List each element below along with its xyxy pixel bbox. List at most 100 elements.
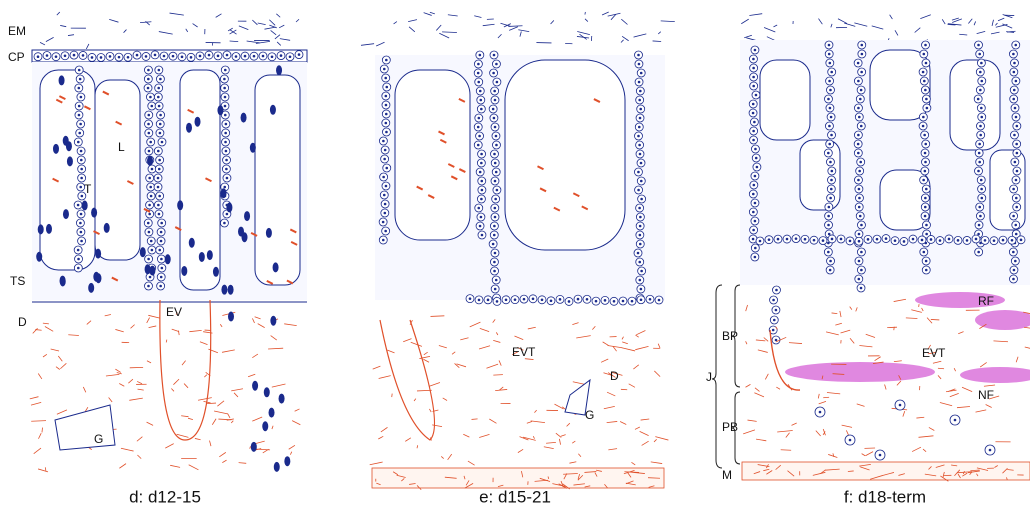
stroke <box>499 360 501 365</box>
lacuna <box>505 60 625 250</box>
stroke <box>45 467 46 470</box>
stroke <box>827 392 840 393</box>
nucleus <box>384 149 387 152</box>
nucleus <box>857 134 860 137</box>
stroke <box>439 33 449 38</box>
nucleus <box>795 237 798 240</box>
nucleus <box>382 176 385 179</box>
nucleus <box>966 239 969 242</box>
nucleus <box>224 105 227 108</box>
label: L <box>118 140 125 154</box>
stroke <box>835 323 842 325</box>
nucleus <box>639 279 642 282</box>
stroke <box>483 24 495 25</box>
nucleus <box>270 316 276 326</box>
nucleus <box>752 229 755 232</box>
stroke <box>109 397 113 402</box>
stroke <box>189 330 201 331</box>
nucleus <box>754 256 757 259</box>
nucleus <box>754 220 757 223</box>
nucleus <box>154 54 157 57</box>
nucleus <box>495 63 498 66</box>
caption: d: d12-15 <box>129 487 201 506</box>
nucleus <box>495 279 498 282</box>
vessel <box>160 300 211 440</box>
lacuna <box>760 60 810 140</box>
stroke <box>403 339 411 342</box>
nucleus <box>385 131 388 134</box>
stroke <box>984 385 995 386</box>
stroke <box>119 383 124 386</box>
nucleus <box>505 299 508 302</box>
nucleus <box>147 123 150 126</box>
nucleus <box>384 230 387 233</box>
stroke <box>137 455 141 459</box>
nucleus <box>228 312 234 322</box>
nucleus <box>477 72 480 75</box>
nucleus <box>160 222 163 225</box>
stroke <box>115 329 123 331</box>
nucleus <box>150 240 153 243</box>
nucleus <box>977 251 980 254</box>
nucleus <box>289 55 292 58</box>
nucleus <box>829 107 832 110</box>
nucleus <box>980 80 983 83</box>
nucleus <box>271 55 274 58</box>
nucleus <box>980 107 983 110</box>
nucleus <box>280 54 283 57</box>
stroke <box>394 22 397 24</box>
stroke <box>765 374 768 380</box>
nucleus <box>925 260 928 263</box>
stroke <box>980 362 987 367</box>
nucleus <box>768 238 771 241</box>
stroke <box>43 354 47 357</box>
nucleus <box>640 198 643 201</box>
nucleus <box>1016 152 1019 155</box>
stroke <box>188 418 193 419</box>
lacuna <box>395 70 470 240</box>
nucleus <box>77 267 80 270</box>
nucleus <box>978 53 981 56</box>
nucleus <box>640 288 643 291</box>
nucleus <box>80 150 83 153</box>
nucleus <box>639 216 642 219</box>
stroke <box>1007 31 1016 32</box>
stroke <box>159 32 173 35</box>
nucleus <box>228 285 234 295</box>
stroke <box>544 447 554 449</box>
stroke <box>289 445 295 449</box>
stroke <box>906 318 918 319</box>
stroke <box>474 16 481 18</box>
stroke <box>828 454 837 457</box>
stroke <box>518 449 523 452</box>
nucleus <box>637 189 640 192</box>
nucleus <box>827 98 830 101</box>
stroke <box>635 346 648 349</box>
stroke <box>448 454 452 460</box>
nucleus <box>80 240 83 243</box>
stroke <box>758 350 768 353</box>
stroke <box>279 25 284 28</box>
stroke <box>567 423 570 426</box>
stroke <box>819 401 826 403</box>
stroke <box>604 406 615 408</box>
nucleus <box>638 126 641 129</box>
nucleus <box>1015 80 1018 83</box>
nucleus <box>384 77 387 80</box>
stroke <box>919 436 934 437</box>
nucleus <box>777 238 780 241</box>
stroke <box>252 318 254 323</box>
nucleus <box>158 105 161 108</box>
stroke <box>950 393 959 396</box>
nucleus <box>858 240 861 243</box>
nucleus <box>148 150 151 153</box>
nucleus <box>77 141 80 144</box>
nucleus <box>149 96 152 99</box>
nucleus <box>109 55 112 58</box>
nucleus <box>1014 107 1017 110</box>
nucleus <box>493 90 496 93</box>
stroke <box>865 452 873 456</box>
stroke <box>923 449 926 452</box>
nucleus <box>977 170 980 173</box>
stroke <box>741 19 748 24</box>
